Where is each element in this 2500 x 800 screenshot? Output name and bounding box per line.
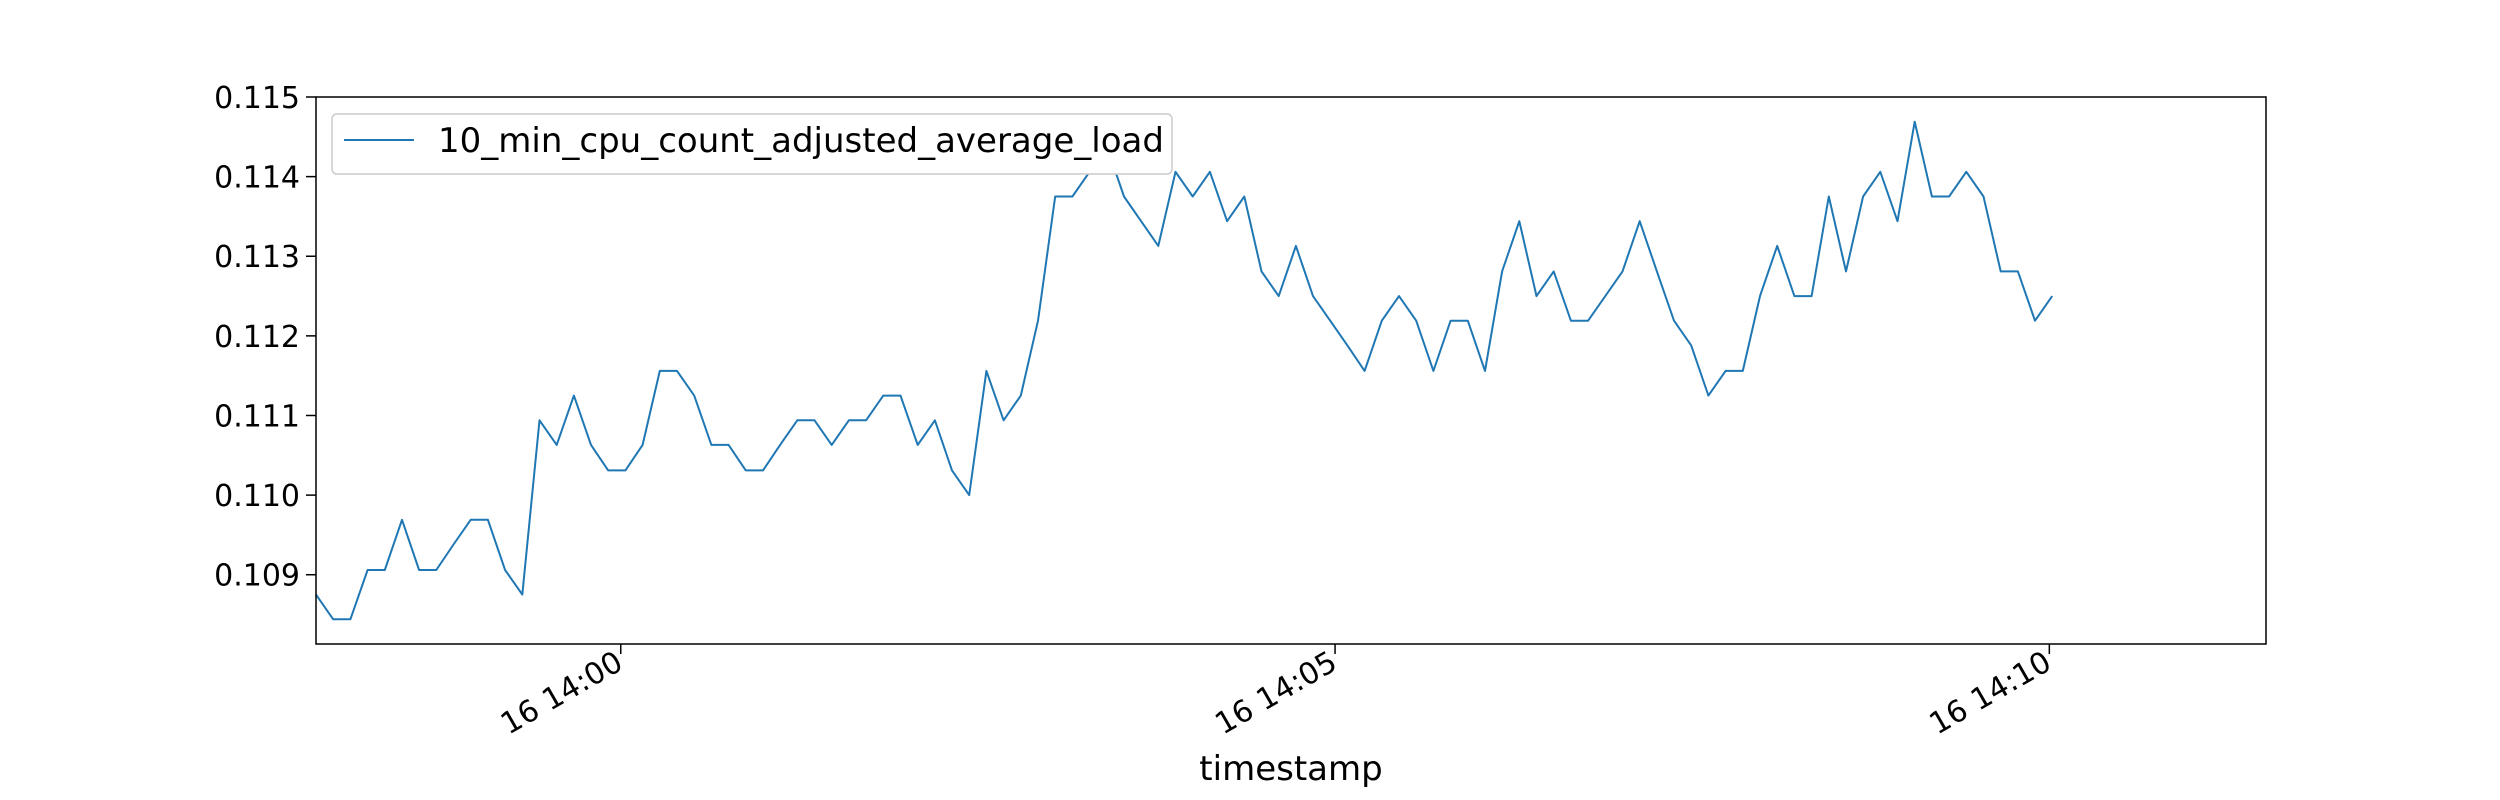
- y-tick-label: 0.109: [214, 559, 300, 594]
- plot-frame: [315, 96, 2267, 645]
- y-tick-label: 0.115: [214, 81, 300, 116]
- y-tick-label: 0.112: [214, 320, 300, 355]
- legend-box: [331, 113, 1173, 175]
- x-axis-label: timestamp: [1199, 749, 1382, 789]
- y-axis: 0.109 0.110 0.111 0.112 0.113 0.114 0.115: [214, 81, 316, 594]
- x-axis: 16 14:00 16 14:05 16 14:10: [495, 644, 2057, 742]
- y-tick-label: 0.114: [214, 161, 300, 196]
- x-tick-label: 16 14:00: [495, 645, 629, 742]
- y-tick-label: 0.110: [214, 479, 300, 514]
- y-tick-label: 0.113: [214, 240, 300, 275]
- legend: 10_min_cpu_count_adjusted_average_load: [331, 113, 1173, 175]
- legend-label: 10_min_cpu_count_adjusted_average_load: [438, 121, 1164, 161]
- x-tick-label: 16 14:05: [1209, 645, 1343, 742]
- series-layer: [315, 120, 2054, 621]
- y-tick-label: 0.111: [214, 399, 300, 434]
- plot-background: [316, 97, 2266, 644]
- series-line: [315, 120, 2054, 621]
- x-tick-label: 16 14:10: [1924, 645, 2058, 742]
